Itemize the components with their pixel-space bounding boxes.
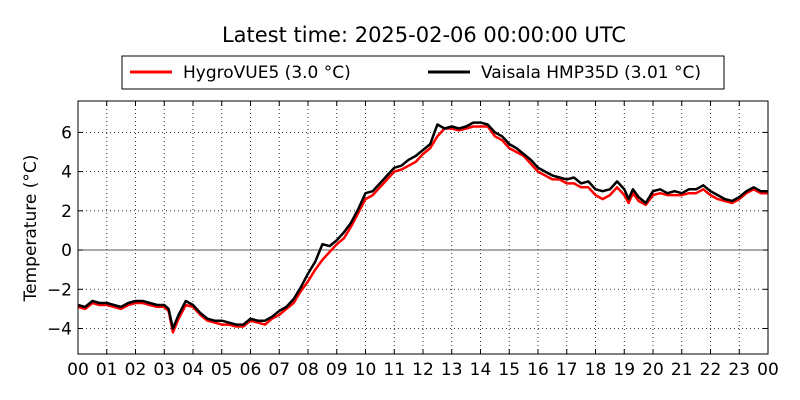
x-tick-label: 04 xyxy=(182,360,204,380)
series-line-0 xyxy=(77,125,768,334)
x-tick-label: 15 xyxy=(498,360,520,380)
legend-label-vaisala: Vaisala HMP35D (3.01 °C) xyxy=(481,63,701,83)
legend-box xyxy=(121,55,725,90)
y-tick-label: −2 xyxy=(47,280,72,300)
x-tick-label: 11 xyxy=(383,360,405,380)
x-tick-label: 09 xyxy=(326,360,348,380)
series-lines xyxy=(77,121,768,334)
x-tick-label: 20 xyxy=(642,360,664,380)
x-tick-label: 02 xyxy=(125,360,147,380)
x-tick-label: 00 xyxy=(67,360,89,380)
chart-title: Latest time: 2025-02-06 00:00:00 UTC xyxy=(222,23,626,47)
x-tick-label: 00 xyxy=(757,360,779,380)
x-tick-label: 17 xyxy=(556,360,578,380)
plot-frame xyxy=(77,100,769,355)
y-tick-label: −4 xyxy=(47,320,72,340)
x-tick-label: 01 xyxy=(96,360,118,380)
x-tick-label: 07 xyxy=(268,360,290,380)
x-tick-label: 23 xyxy=(728,360,750,380)
y-tick-label: 4 xyxy=(61,163,72,183)
y-axis-label: Temperature (°C) xyxy=(21,155,41,303)
y-tick-label: 2 xyxy=(61,202,72,222)
x-tick-label: 14 xyxy=(470,360,492,380)
x-tick-label: 12 xyxy=(412,360,434,380)
axis-ticks: 00 01 02 03 04 05 06 07 08 09 10 11 12 13 14 15 16 17 18 19… xyxy=(47,101,779,380)
x-tick-label: 18 xyxy=(585,360,607,380)
y-tick-label: 0 xyxy=(61,241,72,261)
x-tick-label: 08 xyxy=(297,360,319,380)
x-tick-label: 13 xyxy=(441,360,463,380)
legend-label-hygrovue5: HygroVUE5 (3.0 °C) xyxy=(183,63,351,83)
x-tick-label: 19 xyxy=(613,360,635,380)
x-tick-label: 10 xyxy=(355,360,377,380)
x-tick-label: 21 xyxy=(671,360,693,380)
x-tick-label: 06 xyxy=(240,360,262,380)
x-tick-label: 05 xyxy=(211,360,233,380)
grid xyxy=(78,101,768,354)
legend: HygroVUE5 (3.0 °C) Vaisala HMP35D (3.01 … xyxy=(121,55,725,90)
y-tick-label: 6 xyxy=(61,123,72,143)
series-line-1 xyxy=(77,121,768,330)
x-tick-label: 03 xyxy=(153,360,175,380)
x-tick-label: 22 xyxy=(700,360,722,380)
x-tick-label: 16 xyxy=(527,360,549,380)
